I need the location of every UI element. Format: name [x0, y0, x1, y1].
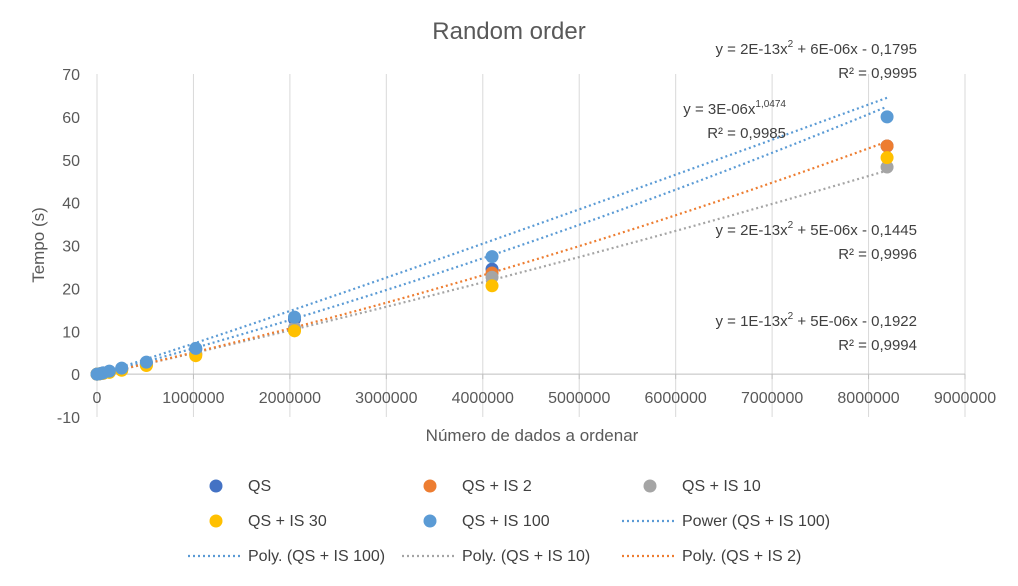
legend-marker [209, 514, 223, 528]
data-point [880, 139, 894, 153]
legend-label: QS + IS 30 [248, 513, 327, 530]
legend-label: Poly. (QS + IS 10) [462, 548, 590, 565]
data-point [880, 110, 894, 124]
equation-rest: + 5E-06x - 0,1922 [793, 313, 917, 330]
r-squared-label: R² = 0,9994 [838, 337, 917, 354]
data-point [102, 364, 116, 378]
data-point [139, 355, 153, 369]
equation-exponent: 2 [788, 39, 794, 50]
equation-exponent: 2 [788, 220, 794, 231]
legend-label: Poly. (QS + IS 100) [248, 548, 385, 565]
trendline [96, 96, 888, 376]
y-axis-label: Tempo (s) [29, 207, 48, 283]
y-tick-label: 50 [62, 153, 80, 170]
equation-exponent: 1,0474 [755, 99, 786, 110]
x-tick-labels: 0 1000000 2000000 3000000 4000000 5000000 6000… [93, 390, 997, 407]
data-point [288, 324, 302, 338]
y-tick-label: 0 [71, 367, 80, 384]
x-tick-label: 3000000 [355, 390, 417, 407]
chart-title: Random order [432, 18, 585, 45]
x-tick-label: 8000000 [837, 390, 899, 407]
y-tick-label: 40 [62, 196, 80, 213]
legend-label: QS + IS 2 [462, 478, 532, 495]
equation-main: y = 2E-13x [715, 222, 788, 239]
legend-marker [209, 479, 223, 493]
y-tick-label: 70 [62, 67, 80, 84]
r-squared-label: R² = 0,9995 [838, 65, 917, 82]
equation-main: y = 3E-06x [683, 101, 756, 118]
equation-rest: + 6E-06x - 0,1795 [793, 41, 917, 58]
y-tick-label: 30 [62, 239, 80, 256]
legend-label: Power (QS + IS 100) [682, 513, 830, 530]
data-point [485, 279, 499, 293]
y-tick-label: 20 [62, 281, 80, 298]
legend-label: QS + IS 100 [462, 513, 550, 530]
data-point [880, 151, 894, 165]
legend-label: QS [248, 478, 271, 495]
trendline-equation: y = 3E-06x1,0474 [683, 99, 786, 118]
equation-rest: + 5E-06x - 0,1445 [793, 222, 917, 239]
data-point [485, 250, 499, 264]
x-tick-label: 5000000 [548, 390, 610, 407]
r-squared-label: R² = 0,9985 [707, 125, 786, 142]
trendline-equation: y = 1E-13x2 + 5E-06x - 0,1922 [715, 311, 917, 330]
data-point [189, 341, 203, 355]
legend-marker [423, 479, 437, 493]
legend-label: QS + IS 10 [682, 478, 761, 495]
x-tick-label: 7000000 [741, 390, 803, 407]
y-tick-label: 60 [62, 110, 80, 127]
y-tick-label: -10 [57, 410, 80, 427]
legend-marker [643, 479, 657, 493]
equation-main: y = 2E-13x [715, 41, 788, 58]
r-squared-label: R² = 0,9996 [838, 246, 917, 263]
trendline [96, 140, 888, 376]
data-point [880, 160, 894, 174]
data-point [288, 310, 302, 324]
x-tick-label: 0 [93, 390, 102, 407]
x-tick-label: 2000000 [259, 390, 321, 407]
legend: QS QS + IS 2 QS + IS 10 QS + IS 30 QS + IS 1… [188, 478, 830, 565]
x-tick-label: 6000000 [645, 390, 707, 407]
trendline-equation: y = 2E-13x2 + 6E-06x - 0,1795 [715, 39, 917, 58]
trendline-equation: y = 2E-13x2 + 5E-06x - 0,1445 [715, 220, 917, 239]
data-point [115, 361, 129, 375]
legend-marker [423, 514, 437, 528]
x-tick-label: 9000000 [934, 390, 996, 407]
legend-label: Poly. (QS + IS 2) [682, 548, 801, 565]
data-points [90, 110, 894, 381]
axes [96, 373, 966, 380]
x-axis-label: Número de dados a ordenar [426, 426, 639, 445]
equation-exponent: 2 [788, 311, 794, 322]
y-tick-label: 10 [62, 324, 80, 341]
y-tick-labels: -10 0 10 20 30 40 50 60 70 [57, 67, 80, 427]
equation-main: y = 1E-13x [715, 313, 788, 330]
gridlines [96, 74, 966, 417]
trendline [96, 105, 888, 376]
x-tick-label: 1000000 [162, 390, 224, 407]
x-tick-label: 4000000 [452, 390, 514, 407]
